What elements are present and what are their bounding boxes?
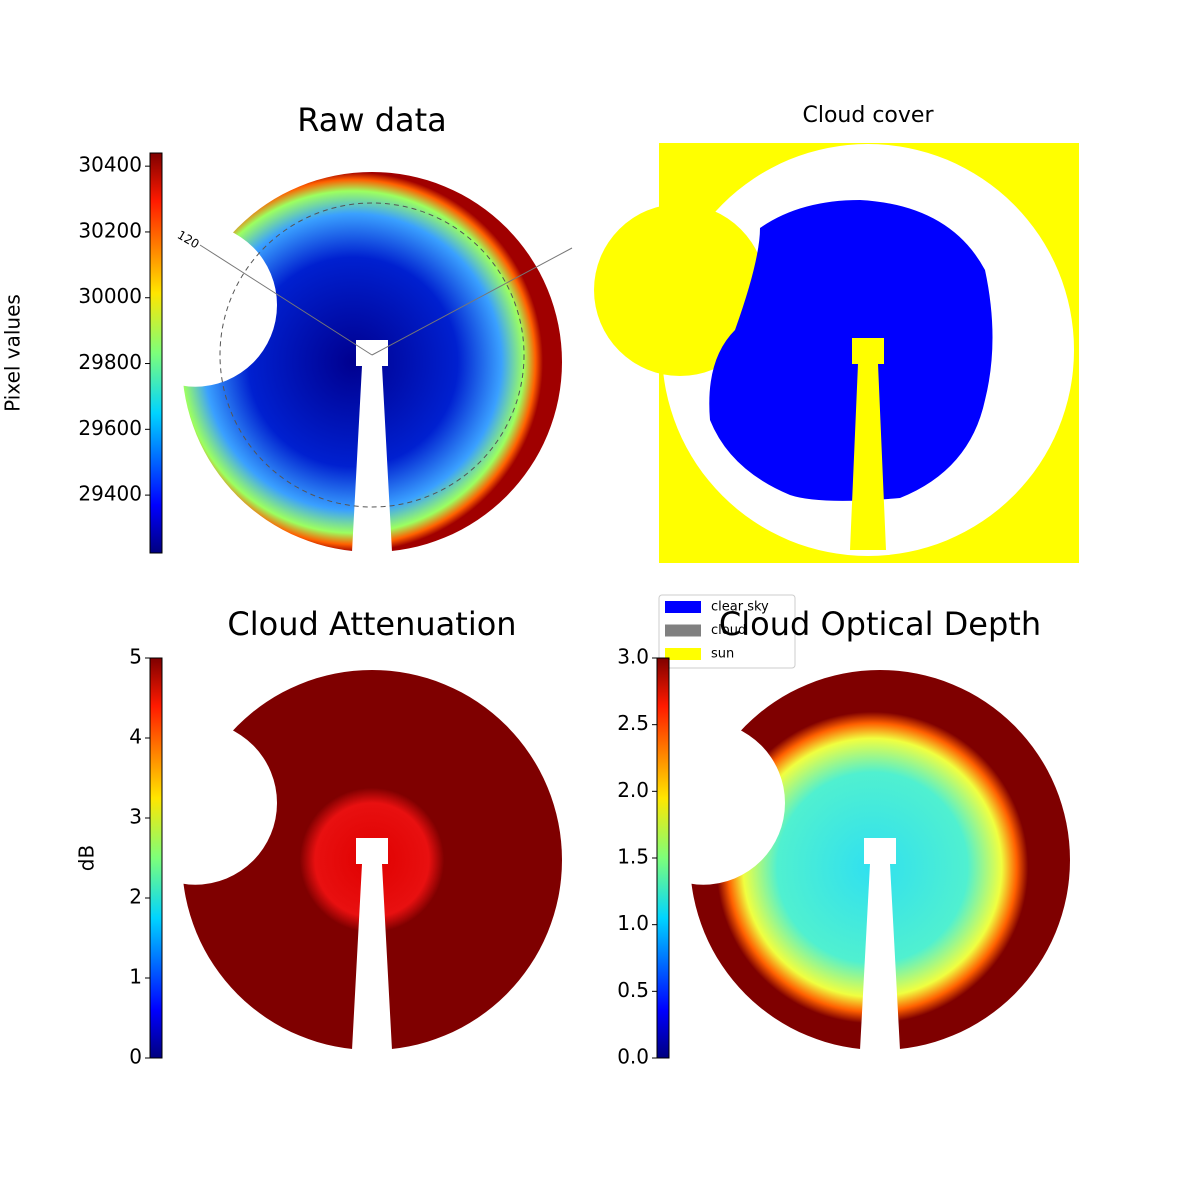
legend-label: cloud (711, 623, 746, 638)
colorbar (149, 657, 163, 1059)
colorbar-tick-label: 29400 (78, 482, 142, 506)
colorbar-tick-label: 2.5 (617, 711, 649, 735)
colorbar-tick-label: 29800 (78, 350, 142, 374)
polar-spoke (199, 244, 373, 356)
colorbar-tick-label: 2.0 (617, 778, 649, 802)
legend-swatch (665, 624, 701, 637)
legend-label: sun (711, 647, 734, 662)
polar-spoke (371, 247, 573, 356)
colorbar-label: dB (75, 845, 99, 871)
colorbar (149, 152, 163, 554)
colorbar-tick-label: 4 (129, 725, 142, 749)
colorbar-tick-label: 2 (129, 885, 142, 909)
occlusion (594, 204, 766, 376)
sun-region (850, 338, 886, 550)
panel-title: Cloud cover (803, 103, 935, 128)
panel-title: Cloud Optical Depth (719, 605, 1041, 643)
mast (352, 340, 392, 552)
colorbar-tick-label: 29600 (78, 416, 142, 440)
colorbar-tick-label: 30400 (78, 153, 142, 177)
colorbar-tick-label: 0.5 (617, 978, 649, 1002)
legend: clear sky cloud sun (658, 594, 796, 669)
colorbar-tick-label: 3 (129, 805, 142, 829)
legend-swatch (665, 648, 701, 660)
polar-ring (219, 202, 525, 508)
clear-sky-region (709, 200, 993, 501)
legend-swatch (665, 601, 701, 613)
colorbar-label: Pixel values (1, 294, 25, 412)
colorbar-tick-label: 1.0 (617, 911, 649, 935)
colorbar-tick-label: 30000 (78, 284, 142, 308)
panel-title: Raw data (297, 101, 447, 139)
colorbar-tick-label: 3.0 (617, 645, 649, 669)
legend-label: clear sky (711, 600, 769, 615)
colorbar-tick-label: 30200 (78, 218, 142, 242)
colorbar (656, 657, 670, 1059)
panel-title: Cloud Attenuation (227, 605, 516, 643)
colorbar-tick-label: 5 (129, 645, 142, 669)
colorbar-tick-label: 1.5 (617, 845, 649, 869)
colorbar-tick-label: 1 (129, 965, 142, 989)
colorbar-tick-label: 0.0 (617, 1045, 649, 1069)
mast (352, 838, 392, 1050)
mast (860, 838, 900, 1050)
colorbar-tick-label: 0 (129, 1045, 142, 1069)
